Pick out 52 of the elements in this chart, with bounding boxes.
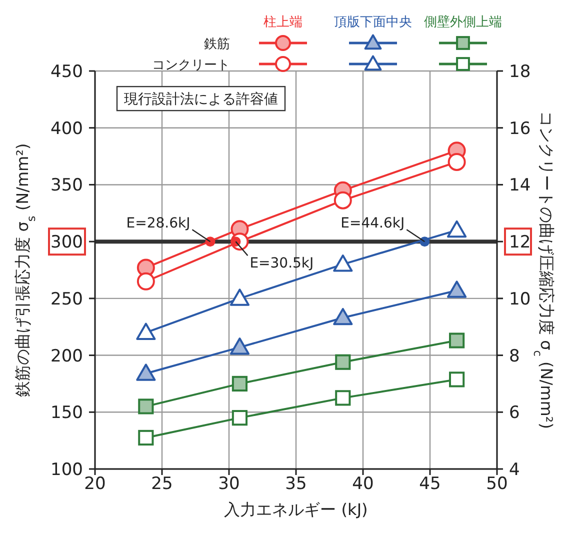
y-tick-label: 400 — [50, 118, 83, 139]
point — [136, 272, 155, 290]
y-tick-label: 450 — [50, 62, 83, 82]
text: 柱上端 — [264, 15, 302, 30]
y2-tick-label: 16 — [509, 118, 531, 139]
ref-line-label: 現行設計法による許容値 — [124, 92, 278, 108]
annotation: E=30.5kJ — [250, 256, 314, 272]
y2-tick-label: 18 — [509, 62, 531, 82]
point — [335, 354, 351, 370]
point — [449, 372, 465, 388]
point — [230, 338, 250, 355]
text: 側壁外側上端 — [424, 15, 502, 30]
y2-tick-label: 12 — [509, 232, 531, 253]
y2-tick-label: 10 — [509, 289, 531, 310]
point — [136, 364, 156, 381]
y-tick-label: 300 — [50, 232, 83, 253]
x-tick-label: 45 — [419, 474, 441, 494]
point — [232, 376, 248, 392]
annotation: コンクリート — [152, 58, 230, 73]
point — [230, 288, 250, 306]
x-tick-label: 35 — [285, 474, 307, 494]
text: 頂版下面中央 — [334, 15, 412, 30]
text: 鉄筋 — [204, 37, 230, 52]
x-tick-label: 50 — [486, 474, 508, 494]
y-tick-label: 100 — [50, 460, 83, 480]
point — [447, 280, 467, 298]
y2-tick-label: 8 — [509, 346, 520, 366]
y2-tick-label: 14 — [509, 176, 531, 196]
point — [138, 430, 154, 446]
annotation: E=28.6kJ — [126, 216, 190, 232]
point — [447, 220, 467, 238]
annotation: E=44.6kJ — [340, 216, 405, 232]
x-tick-label: 40 — [352, 474, 374, 494]
y-tick-label: 150 — [50, 403, 83, 424]
point — [334, 191, 352, 210]
x-axis-title: 入力エネルギー (kJ) — [224, 500, 368, 519]
y-tick-label: 350 — [50, 176, 83, 196]
y2-tick-label: 6 — [509, 403, 520, 424]
y-tick-label: 200 — [50, 346, 83, 366]
point — [232, 410, 248, 426]
x-tick-label: 25 — [151, 474, 173, 494]
point — [333, 254, 353, 272]
y-tick-label: 250 — [50, 289, 83, 310]
x-tick-label: 30 — [218, 474, 240, 494]
point — [448, 152, 466, 171]
x-tick-label: 20 — [84, 474, 106, 494]
point — [136, 322, 156, 340]
point — [333, 308, 353, 326]
point — [335, 390, 351, 406]
y2-tick-label: 4 — [509, 460, 520, 480]
point — [138, 398, 154, 414]
point — [449, 332, 465, 348]
